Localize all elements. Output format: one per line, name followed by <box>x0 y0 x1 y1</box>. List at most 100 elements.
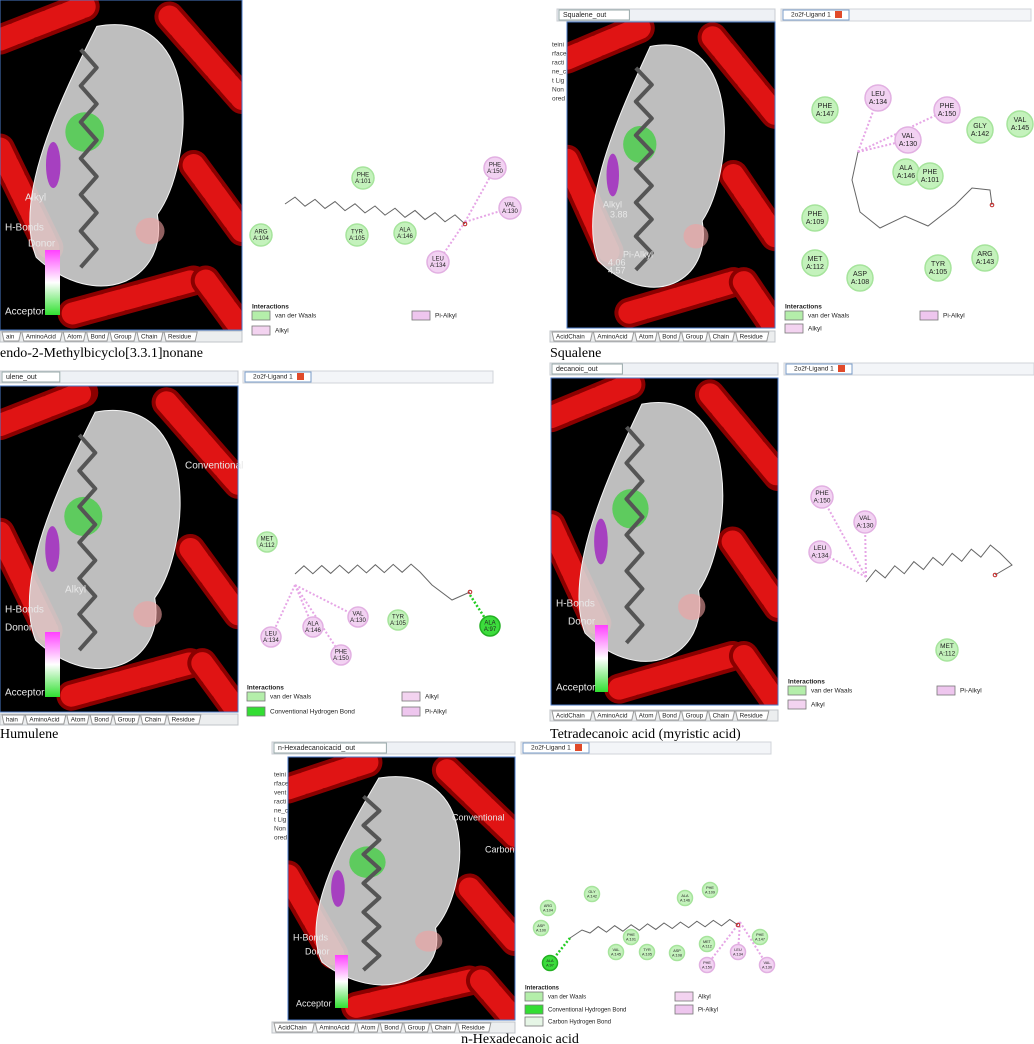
residue-name: ARG <box>544 904 552 908</box>
bottom-tab-label: AminoAcid <box>26 334 57 341</box>
residue-name: ALA <box>399 227 410 233</box>
ligand-tab <box>785 363 853 375</box>
ligand-atom <box>735 922 741 928</box>
residue-id: A:142 <box>587 894 597 898</box>
residue-id: A:109 <box>705 890 715 894</box>
view-label: Acceptor <box>296 998 332 1008</box>
helix <box>618 271 745 324</box>
legend-label: Alkyl <box>425 694 439 701</box>
helix <box>0 0 96 51</box>
residue-name: PHE <box>818 103 833 110</box>
residue-id: A:142 <box>971 131 989 138</box>
residue-name: PHE <box>706 886 714 890</box>
bottom-tab <box>85 331 110 342</box>
legend-swatch <box>784 310 804 321</box>
tab-close <box>297 373 304 380</box>
helix <box>182 154 242 242</box>
caption: n-Hexadecanoic acid <box>461 1032 579 1044</box>
helix <box>191 652 238 712</box>
surface-patch <box>331 870 345 907</box>
residue-name: GLY <box>973 123 987 130</box>
bottom-tab-label: Residue <box>462 1025 486 1032</box>
bottom-tab-label: Bond <box>94 717 109 724</box>
legend-label: van der Waals <box>270 694 312 701</box>
bottom-tab <box>592 331 635 342</box>
bottom-tab-label: Atom <box>361 1025 376 1032</box>
residue <box>864 84 892 112</box>
residue <box>345 223 369 247</box>
ligand-2d <box>294 563 471 601</box>
view-label: Donor <box>5 623 33 634</box>
view-label: 4.06 <box>608 257 626 267</box>
view-label: H-Bonds <box>556 599 595 610</box>
ligand-tab-label: 2o2f-Ligand 1 <box>794 366 834 373</box>
residue-id: A:100 <box>536 928 546 932</box>
residue-id: A:150 <box>333 656 349 662</box>
bottom-tab-label: Atom <box>67 334 82 341</box>
residue <box>541 954 559 972</box>
legend-swatch <box>674 991 694 1002</box>
tab-close <box>835 11 842 18</box>
bottom-tab-label: Bond <box>91 334 106 341</box>
residue-name: ARG <box>254 229 267 235</box>
residue <box>916 162 944 190</box>
legend-label: van der Waals <box>808 313 850 320</box>
residue-id: A:105 <box>390 621 406 627</box>
bottom-tab <box>89 714 114 725</box>
helix <box>551 378 642 429</box>
residue <box>387 609 409 631</box>
residue-id: A:146 <box>305 628 321 634</box>
residue-id: A:143 <box>976 259 994 266</box>
side-text: vent <box>274 790 286 797</box>
alkyl-interaction <box>821 496 867 578</box>
legend-swatch <box>524 1016 544 1027</box>
side-text: rface <box>274 781 289 788</box>
residue-id: A:130 <box>502 209 518 215</box>
bottom-tab-label: AminoAcid <box>319 1025 350 1032</box>
residue <box>698 956 716 974</box>
residue-name: ALA <box>307 621 318 627</box>
helix <box>155 391 238 495</box>
legend-swatch <box>674 1004 694 1015</box>
residue-name: VAL <box>764 961 771 965</box>
bottom-tab <box>1 331 22 342</box>
view-label: Donor <box>305 946 330 956</box>
side-text: Non <box>552 87 564 94</box>
bottom-tab <box>634 710 658 721</box>
view-label: Acceptor <box>5 307 45 318</box>
hbond-gradient <box>335 955 348 1008</box>
residue <box>351 166 375 190</box>
ligand-tab <box>244 371 312 383</box>
residue <box>808 540 832 564</box>
residue <box>853 510 877 534</box>
residue-name: ALA <box>899 165 913 172</box>
residue-name: TYR <box>643 948 651 952</box>
residue-id: A:146 <box>680 898 690 902</box>
bottom-tab-label: Chain <box>141 334 158 341</box>
legend-label: van der Waals <box>275 313 317 320</box>
caption: endo-2-Methylbicyclo[3.3.1]nonane <box>0 346 203 361</box>
caption: Humulene <box>0 727 58 742</box>
helix <box>179 538 238 626</box>
side-text: t Lig <box>552 78 565 85</box>
helix <box>345 969 481 1018</box>
view-label: Pi-Alkyl <box>623 249 653 259</box>
residue-id: A:134 <box>869 99 887 106</box>
residue <box>498 196 522 220</box>
bottom-tab-label: Group <box>118 717 136 724</box>
view-label: Acceptor <box>5 688 45 699</box>
helix <box>194 269 242 330</box>
side-text: t Lig <box>274 817 287 824</box>
residue <box>698 935 716 953</box>
residue-id: A:112 <box>806 264 824 271</box>
residue-name: VAL <box>353 611 365 617</box>
bottom-tab-label: hain <box>6 717 18 724</box>
legend-label: Pi-Alkyl <box>435 313 457 320</box>
residue-name: TYR <box>931 261 945 268</box>
bottom-tab <box>21 331 63 342</box>
residue-id: A:145 <box>1011 125 1029 132</box>
view-3d <box>0 386 238 712</box>
residue <box>801 249 829 277</box>
residue <box>810 485 834 509</box>
residue-id: A:101 <box>626 937 636 941</box>
